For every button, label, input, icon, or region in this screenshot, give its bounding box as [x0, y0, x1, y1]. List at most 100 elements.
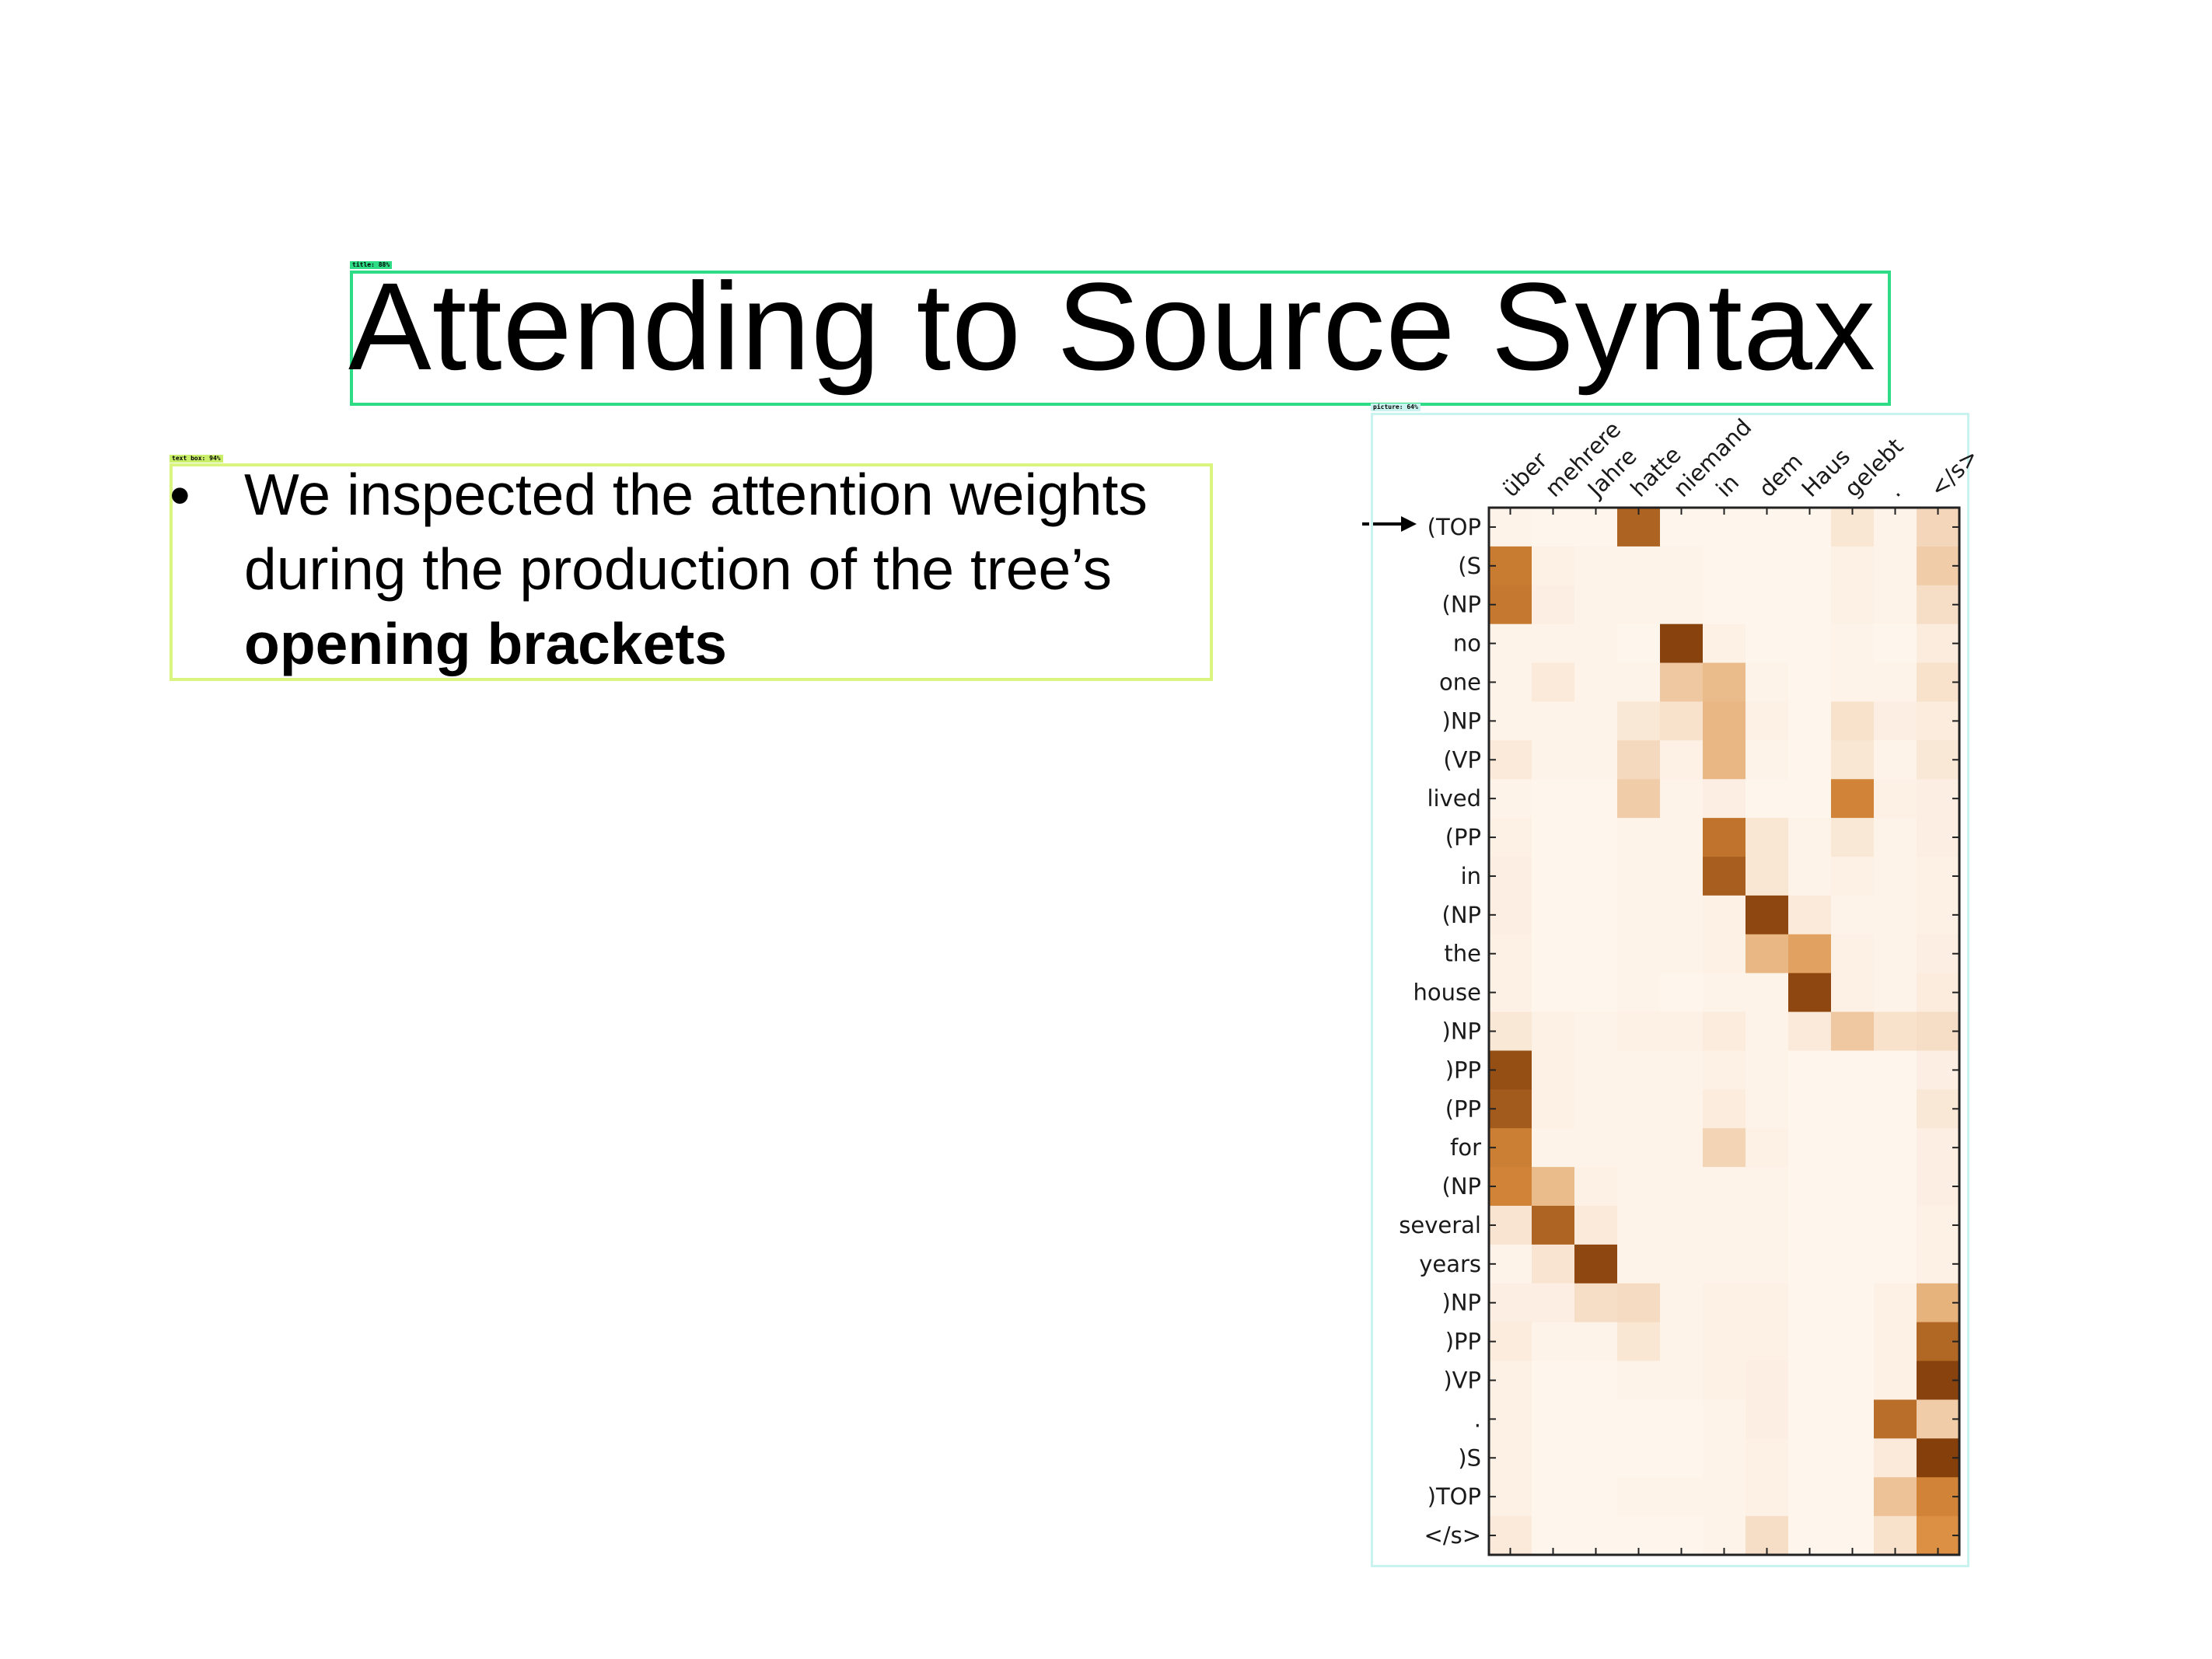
heatmap-cell [1574, 662, 1618, 703]
heatmap-cell [1532, 546, 1575, 586]
heatmap-cell [1745, 857, 1789, 896]
heatmap-cell [1703, 1128, 1746, 1168]
heatmap-cell [1703, 623, 1746, 664]
heatmap-cell [1574, 1089, 1618, 1129]
heatmap-cell [1874, 701, 1917, 741]
heatmap-cell [1703, 1360, 1746, 1401]
heatmap-cell [1788, 623, 1832, 664]
heatmap-cell [1745, 740, 1789, 780]
heatmap-cell [1874, 662, 1917, 703]
heatmap-cell [1831, 1283, 1875, 1323]
heatmap-cell [1745, 1128, 1789, 1168]
heatmap-cell [1703, 1244, 1746, 1284]
heatmap-cell [1874, 934, 1917, 974]
heatmap-cell [1788, 779, 1832, 819]
textbox-detection-tag: text box: 94% [169, 455, 223, 463]
heatmap-cell [1489, 1011, 1532, 1052]
y-tick-label: (PP [1445, 824, 1481, 850]
heatmap-cell [1660, 818, 1704, 857]
heatmap-cell [1617, 973, 1661, 1013]
heatmap-cell [1489, 1438, 1532, 1478]
heatmap-cell [1489, 1283, 1532, 1323]
heatmap-cell [1617, 934, 1661, 974]
y-tick-label: one [1439, 669, 1481, 696]
heatmap-cell [1574, 934, 1618, 974]
heatmap-cell [1660, 1399, 1704, 1439]
heatmap-y-labels: (TOP (S (NP no one)NP (VP lived (PP in (NP the hous… [1399, 514, 1481, 1549]
heatmap-cell [1703, 1089, 1746, 1129]
y-tick-label: . [1474, 1406, 1481, 1432]
x-tick-label: in [1711, 469, 1744, 502]
heatmap-cell [1745, 1399, 1789, 1439]
heatmap-cell [1874, 895, 1917, 935]
heatmap-cell [1574, 818, 1618, 857]
y-tick-label: for [1450, 1134, 1481, 1161]
heatmap-cell [1660, 546, 1704, 586]
heatmap-cell [1617, 623, 1661, 664]
heatmap-cell [1574, 779, 1618, 819]
y-tick-label: lived [1427, 785, 1481, 812]
heatmap-cell [1489, 1128, 1532, 1168]
y-tick-label: </s> [1424, 1522, 1481, 1549]
heatmap-cell [1788, 1206, 1832, 1245]
heatmap-cell [1532, 662, 1575, 703]
heatmap-cell [1617, 701, 1661, 741]
heatmap-cell [1617, 1399, 1661, 1439]
heatmap-cell [1831, 740, 1875, 780]
heatmap-cell [1745, 1283, 1789, 1323]
heatmap-cell [1489, 1360, 1532, 1401]
y-tick-label: )NP [1442, 1290, 1482, 1316]
heatmap-cell [1703, 973, 1746, 1013]
heatmap-cell [1532, 973, 1575, 1013]
heatmap-cell [1660, 1322, 1704, 1362]
heatmap-cell [1745, 973, 1789, 1013]
heatmap-cell [1874, 740, 1917, 780]
heatmap-cell [1660, 1244, 1704, 1284]
heatmap-cell [1574, 1360, 1618, 1401]
heatmap-cell [1831, 662, 1875, 703]
heatmap-cell [1532, 1360, 1575, 1401]
heatmap-cell [1874, 818, 1917, 857]
heatmap-cell [1831, 1244, 1875, 1284]
heatmap-cell [1660, 1283, 1704, 1323]
heatmap-cell [1532, 1322, 1575, 1362]
heatmap-cell [1788, 1322, 1832, 1362]
heatmap-cell [1660, 857, 1704, 896]
heatmap-cell [1703, 1050, 1746, 1090]
heatmap-cell [1489, 779, 1532, 819]
heatmap-cell [1617, 1244, 1661, 1284]
heatmap-cell [1660, 934, 1704, 974]
y-tick-label: (PP [1445, 1095, 1481, 1122]
heatmap-cell [1574, 1438, 1618, 1478]
y-tick-label: )PP [1445, 1329, 1481, 1355]
heatmap-cell [1660, 701, 1704, 741]
heatmap-cell [1788, 1399, 1832, 1439]
heatmap-cell [1532, 934, 1575, 974]
heatmap-cell [1617, 1477, 1661, 1517]
heatmap-cell [1574, 623, 1618, 664]
heatmap-cell [1617, 1089, 1661, 1129]
heatmap-cell [1617, 662, 1661, 703]
heatmap-cell [1660, 740, 1704, 780]
heatmap-cell [1831, 1128, 1875, 1168]
heatmap-cell [1831, 701, 1875, 741]
y-tick-label: )NP [1442, 1018, 1482, 1045]
heatmap-cell [1532, 1283, 1575, 1323]
heatmap-cell [1831, 1360, 1875, 1401]
heatmap-cell [1489, 1050, 1532, 1090]
y-tick-label: (NP [1442, 902, 1482, 928]
y-tick-label: in [1461, 863, 1481, 889]
heatmap-cell [1532, 623, 1575, 664]
heatmap-cell [1703, 740, 1746, 780]
heatmap-cell [1874, 1360, 1917, 1401]
heatmap-cell [1831, 1089, 1875, 1129]
heatmap-cell [1617, 585, 1661, 625]
textbox-detection-box [169, 463, 1213, 681]
heatmap-cell [1660, 1477, 1704, 1517]
heatmap-cell [1660, 779, 1704, 819]
y-tick-label: (NP [1442, 592, 1482, 618]
y-tick-label: (S [1458, 553, 1481, 579]
heatmap-cell [1532, 1050, 1575, 1090]
heatmap-cell [1874, 779, 1917, 819]
